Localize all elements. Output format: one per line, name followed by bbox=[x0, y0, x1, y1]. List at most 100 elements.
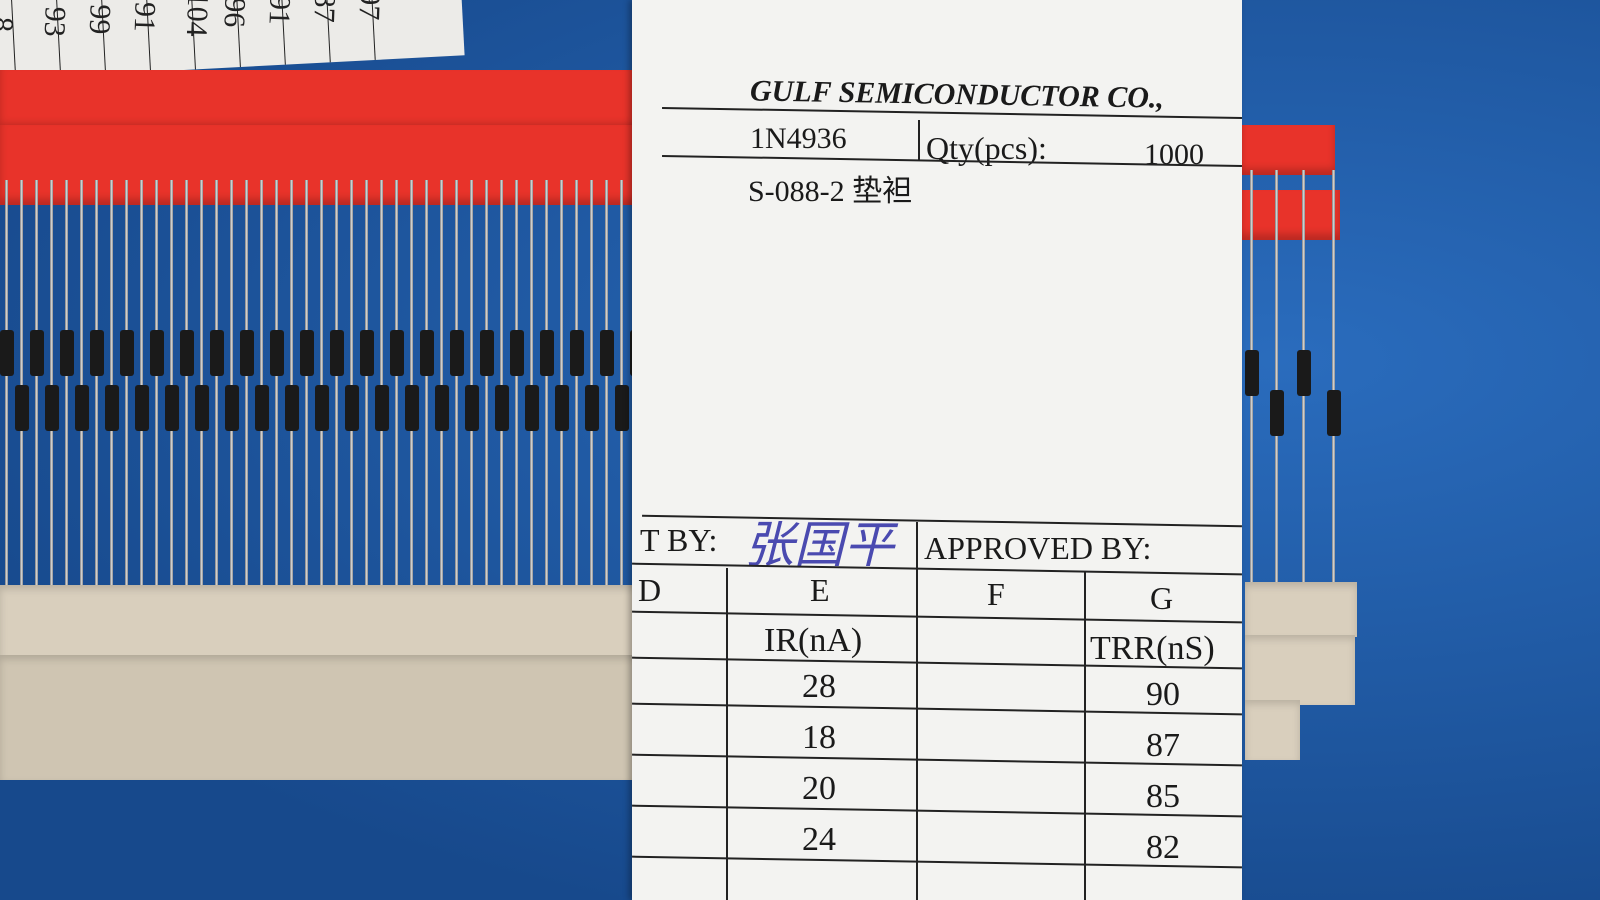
diode-lead bbox=[185, 180, 188, 660]
diode-body bbox=[525, 385, 539, 431]
ir-value: 28 bbox=[802, 668, 836, 705]
diode-lead bbox=[305, 180, 308, 660]
trr-value: 87 bbox=[1146, 727, 1180, 764]
diode-body bbox=[240, 330, 254, 376]
diode-lead bbox=[365, 180, 368, 660]
tally-number: 96 bbox=[217, 0, 252, 28]
diode-body bbox=[1327, 390, 1341, 436]
col-letter-f: F bbox=[987, 576, 1005, 612]
diode-body bbox=[75, 385, 89, 431]
top-left-tally-paper: 8 93 99 91 104 96 91 87 97 bbox=[0, 0, 465, 80]
col-divider bbox=[1084, 572, 1086, 900]
diode-body bbox=[120, 330, 134, 376]
diode-body bbox=[345, 385, 359, 431]
col-letter-e: E bbox=[810, 572, 830, 608]
tally-number: 8 bbox=[0, 16, 20, 33]
diode-body bbox=[195, 385, 209, 431]
col-divider bbox=[726, 568, 728, 900]
diode-lead bbox=[515, 180, 518, 660]
diode-body bbox=[615, 385, 629, 431]
diode-lead bbox=[455, 180, 458, 660]
tally-number: 99 bbox=[82, 3, 117, 35]
diode-body bbox=[450, 330, 464, 376]
diode-body bbox=[330, 330, 344, 376]
diode-lead bbox=[95, 180, 98, 660]
beige-tape-right-3 bbox=[1245, 700, 1300, 760]
diode-body bbox=[180, 330, 194, 376]
diode-lead bbox=[65, 180, 68, 660]
diode-lead bbox=[5, 180, 8, 660]
diode-body bbox=[465, 385, 479, 431]
diode-lead bbox=[335, 180, 338, 660]
diode-body bbox=[375, 385, 389, 431]
diode-body bbox=[585, 385, 599, 431]
diode-lead bbox=[35, 180, 38, 660]
beige-tape-right-2 bbox=[1245, 635, 1355, 705]
diode-body bbox=[390, 330, 404, 376]
tally-number: 104 bbox=[179, 0, 215, 38]
diode-body bbox=[60, 330, 74, 376]
diode-body bbox=[480, 330, 494, 376]
red-tape-right bbox=[1240, 125, 1335, 175]
diode-array-left bbox=[0, 180, 660, 660]
diode-body bbox=[570, 330, 584, 376]
divider bbox=[918, 120, 920, 160]
trr-value: 82 bbox=[1146, 829, 1180, 866]
red-tape-top bbox=[0, 70, 660, 130]
tally-number: 91 bbox=[127, 1, 162, 33]
diode-lead bbox=[215, 180, 218, 660]
diode-body bbox=[285, 385, 299, 431]
diode-lead bbox=[155, 180, 158, 660]
diode-body bbox=[510, 330, 524, 376]
diode-body bbox=[360, 330, 374, 376]
diode-body bbox=[150, 330, 164, 376]
diode-body bbox=[225, 385, 239, 431]
diode-body bbox=[255, 385, 269, 431]
tested-by-label: T BY: bbox=[640, 522, 718, 558]
col-divider bbox=[916, 568, 918, 900]
trr-value: 85 bbox=[1146, 778, 1180, 815]
beige-tape-lower bbox=[0, 655, 660, 780]
col-unit-g: TRR(nS) bbox=[1090, 630, 1215, 667]
ir-value: 20 bbox=[802, 770, 836, 807]
trr-value: 90 bbox=[1146, 676, 1180, 713]
diode-body bbox=[405, 385, 419, 431]
diode-array-right bbox=[1240, 170, 1360, 610]
divider bbox=[916, 522, 918, 572]
diode-body bbox=[540, 330, 554, 376]
part-number: 1N4936 bbox=[750, 122, 847, 155]
tally-gridline bbox=[10, 0, 17, 79]
diode-body bbox=[270, 330, 284, 376]
diode-body bbox=[105, 385, 119, 431]
beige-tape-right bbox=[1245, 582, 1357, 637]
ir-value: 18 bbox=[802, 719, 836, 756]
diode-lead bbox=[605, 180, 608, 660]
diode-body bbox=[165, 385, 179, 431]
diode-lead bbox=[245, 180, 248, 660]
diode-lead bbox=[545, 180, 548, 660]
diode-lead bbox=[425, 180, 428, 660]
diode-body bbox=[30, 330, 44, 376]
approved-by-label: APPROVED BY: bbox=[924, 530, 1152, 566]
diode-body bbox=[45, 385, 59, 431]
diode-body bbox=[435, 385, 449, 431]
red-tape-right-2 bbox=[1240, 190, 1340, 240]
diode-body bbox=[90, 330, 104, 376]
col-unit-e: IR(nA) bbox=[764, 622, 863, 659]
qty-value: 1000 bbox=[1144, 138, 1204, 171]
tally-number: 97 bbox=[352, 0, 387, 21]
diode-body bbox=[300, 330, 314, 376]
beige-tape-upper bbox=[0, 585, 660, 660]
lot-code: S-088-2 垫袒 bbox=[748, 175, 913, 208]
ir-value: 24 bbox=[802, 821, 836, 858]
diode-body bbox=[15, 385, 29, 431]
diode-body bbox=[420, 330, 434, 376]
diode-body bbox=[555, 385, 569, 431]
diode-lead bbox=[575, 180, 578, 660]
diode-body bbox=[0, 330, 14, 376]
tally-number: 93 bbox=[37, 6, 72, 38]
reel-label: GULF SEMICONDUCTOR CO., 1N4936 Qty(pcs):… bbox=[632, 0, 1242, 900]
tally-number: 87 bbox=[307, 0, 342, 24]
diode-body bbox=[210, 330, 224, 376]
